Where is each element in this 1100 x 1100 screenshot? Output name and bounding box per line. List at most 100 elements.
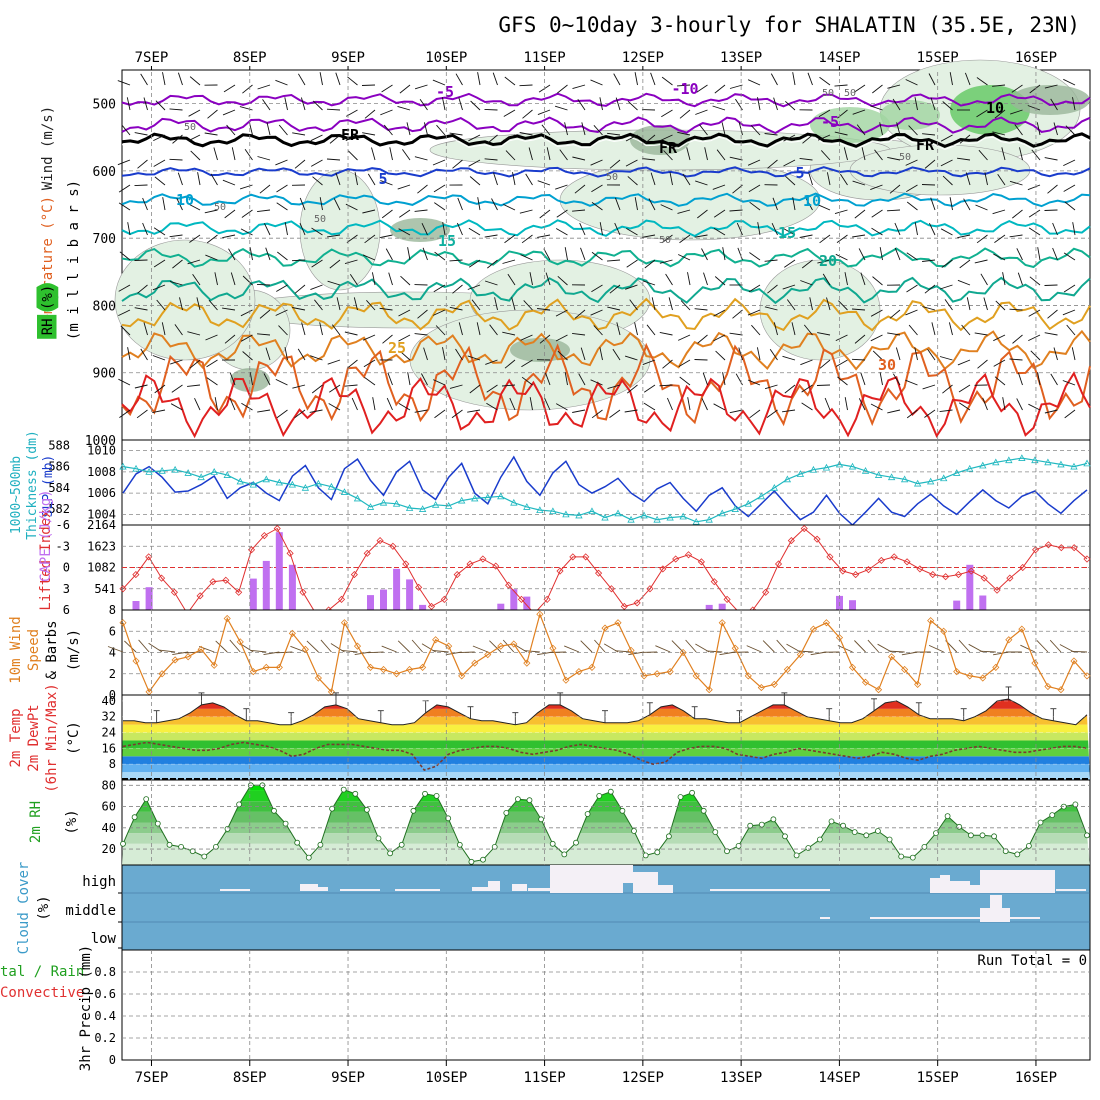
wind-barb [625, 159, 638, 167]
wind-barb [414, 209, 428, 212]
rh-contour-label: 50 [822, 88, 834, 99]
rh-tick-label: 40 [102, 821, 116, 835]
li-point [710, 578, 718, 586]
rh-point [363, 806, 370, 813]
wind-barb [291, 259, 306, 262]
wind-barb [721, 122, 726, 136]
wind-barb [627, 384, 638, 394]
isotherm-line [121, 247, 1091, 269]
wind-speed-point [184, 653, 192, 661]
rh-point [933, 830, 939, 836]
thickness-point [327, 482, 336, 490]
wind-barb [1017, 372, 1023, 386]
wind-barb-10m [797, 650, 814, 653]
rh-point [642, 852, 649, 859]
wind-barb [905, 79, 918, 86]
wind-barb-10m [979, 650, 996, 653]
wind-barb-10m [472, 645, 488, 653]
rh-contour-label: 50 [214, 202, 226, 213]
bottom-date-label: 16SEP [1015, 1070, 1057, 1086]
wind-speed-point [927, 617, 935, 625]
cape-axis-label-cape: CAPE (J/kg) [38, 489, 54, 582]
thickness-point [757, 492, 765, 500]
rh-point [352, 790, 359, 797]
wind-barb [572, 84, 586, 90]
wind-barb [852, 180, 866, 186]
wind-barb [476, 322, 481, 336]
wind-barb [349, 273, 358, 286]
cape-bar [367, 595, 374, 610]
slp-tick-label: 1004 [87, 507, 116, 521]
wind-speed-point [223, 614, 231, 623]
cape-bar [718, 603, 726, 610]
wind-barb [224, 334, 236, 344]
wind-barb [572, 156, 586, 161]
wind-barb [310, 159, 323, 167]
wind-barb [152, 284, 166, 291]
li-point [157, 574, 166, 582]
wind-barb-10m [523, 650, 540, 653]
precip-tick-label: 0.2 [94, 1031, 116, 1045]
wind-barb [820, 150, 831, 161]
wind-barb [772, 197, 778, 211]
wind-barb [644, 259, 656, 269]
wind-barb [939, 284, 953, 290]
li-point [864, 566, 873, 574]
rh-point [735, 843, 742, 849]
wind-barb [889, 309, 901, 319]
wind-barb [449, 132, 463, 136]
wind-barb [242, 84, 253, 94]
upper-air-panel: 500 600 700 800 900 1000 -5 -10 -5 FR FR FR 5 5 10 10 15… [36, 59, 1091, 449]
upper-axis-label-temp: Temperature (°C) [40, 196, 56, 331]
thickness-point [861, 466, 870, 474]
thickness-point [783, 475, 792, 483]
wind-barb [712, 184, 726, 190]
wind-barb [449, 384, 463, 389]
wind-barb [423, 347, 428, 361]
wind-barb [870, 105, 883, 111]
wind-barb [205, 334, 218, 341]
wind-barb [767, 284, 778, 294]
wind-barb [697, 334, 708, 344]
wind-barb [949, 197, 953, 211]
rh-content: 20 40 60 80 [102, 778, 1090, 865]
wind-barb [484, 234, 498, 238]
wind-barb [957, 157, 971, 161]
precip-tick-label: 0.6 [94, 987, 116, 1001]
thickness-point [992, 458, 1000, 466]
wind-barb [555, 228, 568, 236]
thickness-point [431, 500, 440, 508]
top-date-label: 13SEP [720, 50, 762, 66]
bottom-date-label: 15SEP [917, 1070, 959, 1086]
rh-point [375, 835, 382, 842]
wind-barb [613, 73, 621, 86]
li-point [286, 549, 294, 557]
wind-barb [537, 180, 551, 186]
wind-barb [477, 197, 481, 211]
wind-barb [892, 98, 901, 111]
wind-barb [679, 234, 691, 244]
wind-barb-10m [276, 651, 293, 654]
li-point [543, 595, 551, 603]
thickness-point [353, 494, 362, 502]
wind-barb [486, 384, 498, 393]
wind-barb [818, 109, 831, 118]
thickness-point [627, 515, 635, 523]
wind-barb [606, 259, 621, 262]
wind-barb [486, 402, 498, 411]
wind-barb [372, 397, 376, 411]
rh-point [480, 856, 486, 863]
wind-barb [1002, 397, 1006, 411]
wind-barb [512, 172, 516, 186]
wind-barb [521, 234, 533, 244]
wind-barb [650, 172, 656, 186]
wind-speed-point [471, 659, 479, 667]
pressure-tick-label: 800 [93, 299, 116, 314]
wind-barb [176, 198, 183, 211]
cape-bar [275, 532, 283, 610]
wind-barb [612, 348, 621, 361]
wind-barb [266, 122, 271, 136]
wind-barb [703, 272, 708, 286]
wind-barb [729, 84, 743, 89]
wind-barb [1066, 324, 1076, 336]
